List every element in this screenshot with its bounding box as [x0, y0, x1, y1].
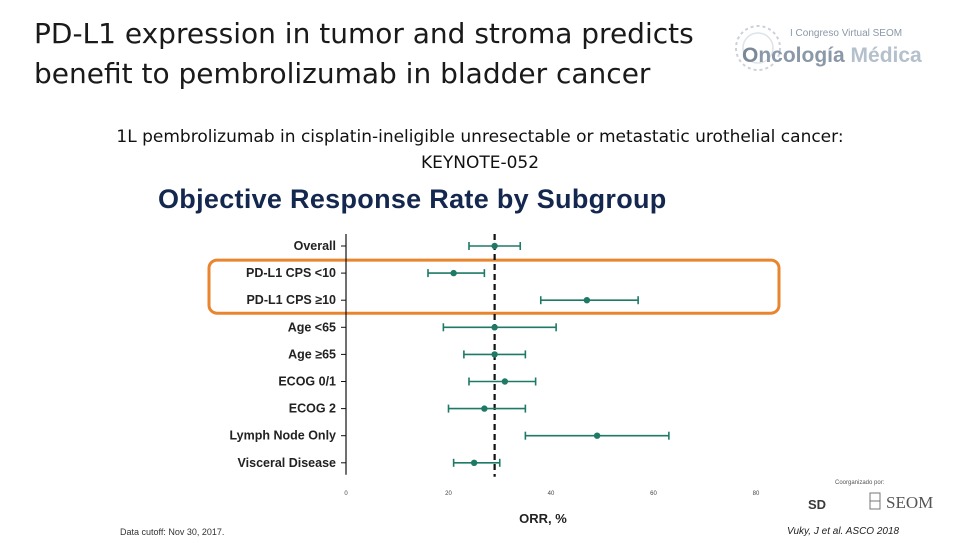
point-estimate — [583, 297, 591, 304]
slide-subtitle: 1L pembrolizumab in cisplatin-ineligible… — [40, 124, 920, 176]
slide-title-line-2: benefit to pembrolizumab in bladder canc… — [34, 57, 651, 90]
x-tick-label: 60 — [650, 491, 657, 497]
slide-subtitle-line-2: KEYNOTE-052 — [420, 153, 540, 173]
point-estimate — [470, 459, 478, 466]
point-estimate — [491, 324, 498, 331]
row-label: ECOG 2 — [289, 402, 336, 416]
x-tick-label: 40 — [548, 491, 555, 497]
point-estimate — [491, 242, 498, 250]
point-estimate — [501, 378, 509, 385]
row-label: Age ≥65 — [288, 347, 336, 361]
seom-logo: SEOM — [886, 493, 934, 512]
point-estimate — [491, 351, 498, 358]
row-label: Overall — [294, 239, 336, 253]
congress-logo-top-text: I Congreso Virtual SEOM — [790, 28, 903, 39]
row-label: ECOG 0/1 — [278, 375, 336, 389]
congress-logo-oncologia: ncología — [758, 44, 845, 67]
point-estimate — [593, 432, 601, 439]
x-tick-label: 20 — [445, 491, 452, 497]
row-label: PD-L1 CPS <10 — [246, 266, 336, 280]
row-label: Visceral Disease — [238, 456, 337, 470]
point-estimate — [450, 269, 457, 277]
congress-logo-name: Oncología Médica — [742, 44, 922, 68]
x-tick-label: 0 — [344, 491, 348, 497]
citation: Vuky, J et al. ASCO 2018 — [787, 526, 900, 537]
congress-logo-medica: Médica — [850, 44, 922, 67]
sd-logo: SD — [808, 497, 827, 512]
row-label: Age <65 — [288, 320, 336, 334]
slide-subtitle-line-1: 1L pembrolizumab in cisplatin-ineligible… — [116, 127, 844, 147]
coorganizers-label: Coorganizado por: — [835, 480, 885, 486]
data-cutoff-note: Data cutoff: Nov 30, 2017. — [120, 527, 225, 537]
congress-logo-icon — [735, 25, 781, 71]
highlight-box — [207, 258, 781, 315]
slide-title-line-1: PD-L1 expression in tumor and stroma pre… — [34, 17, 694, 50]
row-label: PD-L1 CPS ≥10 — [246, 293, 336, 307]
congress-logo-o: O — [742, 44, 759, 67]
seom-logo-icon — [869, 492, 881, 510]
slide-title: PD-L1 expression in tumor and stroma pre… — [34, 14, 734, 94]
row-label: Lymph Node Only — [230, 429, 337, 443]
x-tick-label: 80 — [753, 491, 760, 497]
congress-logo: I Congreso Virtual SEOM Oncología Médica — [730, 18, 950, 82]
x-axis-label: ORR, % — [519, 511, 567, 526]
chart-title: Objective Response Rate by Subgroup — [158, 184, 667, 214]
point-estimate — [481, 405, 488, 412]
